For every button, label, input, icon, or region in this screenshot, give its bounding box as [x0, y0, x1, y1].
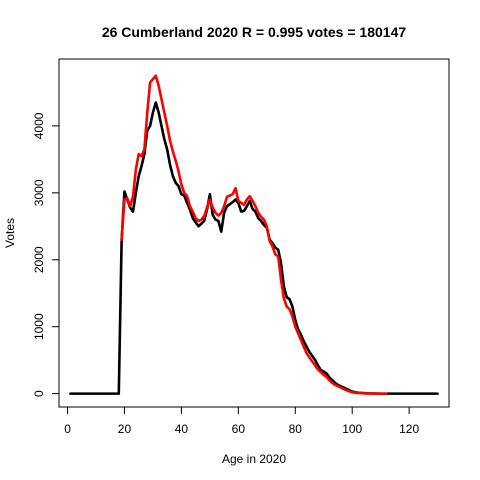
x-tick-label: 100 [342, 422, 362, 436]
plot-frame [58, 58, 450, 408]
y-tick-label: 1000 [32, 313, 46, 340]
series-line-2 [120, 74, 388, 395]
x-tick-label: 0 [64, 422, 71, 436]
y-tick-label: 3000 [32, 179, 46, 206]
series-line-1 [69, 101, 439, 395]
x-tick-label: 120 [399, 422, 419, 436]
x-tick-label: 80 [289, 422, 303, 436]
y-tick-label: 2000 [32, 246, 46, 273]
x-tick-label: 20 [118, 422, 132, 436]
x-tick-label: 40 [175, 422, 189, 436]
x-axis: 0 20 40 60 80 100 120 [64, 406, 419, 436]
series-group [69, 74, 439, 395]
y-axis: 0 1000 2000 3000 4000 [32, 112, 60, 397]
y-tick-label: 0 [32, 390, 46, 397]
x-axis-label: Age in 2020 [222, 452, 286, 466]
y-tick-label: 4000 [32, 112, 46, 139]
y-axis-label: Votes [3, 218, 17, 248]
x-tick-label: 60 [232, 422, 246, 436]
chart-title: 26 Cumberland 2020 R = 0.995 votes = 180… [102, 24, 407, 40]
